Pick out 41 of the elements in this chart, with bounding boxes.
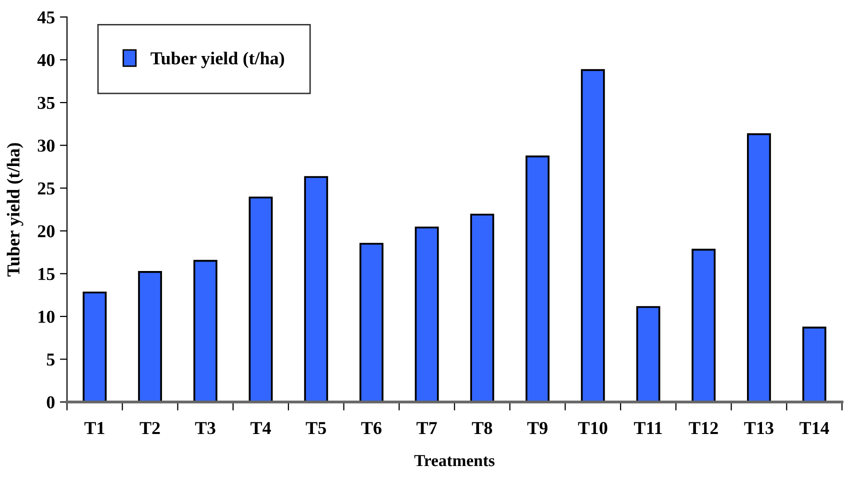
bar [138,271,162,402]
bar [526,156,550,402]
x-tick-label: T3 [195,422,216,434]
legend-label: Tuber yield (t/ha) [150,52,284,68]
y-tick-label: 45 [37,11,55,24]
bar [636,306,660,402]
bar [580,69,605,402]
y-tick-label: 40 [37,54,55,66]
x-tick-label: T11 [634,422,662,434]
x-tick-label: T14 [800,422,830,434]
bar [359,242,384,402]
x-axis-title: Treatments [414,455,495,466]
y-axis-title: Tuber yield (t/ha) [6,143,24,276]
bar [248,196,273,402]
y-tick-label: 5 [46,354,55,366]
bar [802,326,826,402]
y-tick-label: 20 [38,225,55,238]
x-tick-label: T6 [361,422,382,434]
x-tick-label: T13 [744,422,774,434]
y-tick-label: 35 [38,96,55,109]
bar [470,214,494,402]
bar [304,176,328,402]
bar [692,248,716,402]
bar [193,260,218,402]
x-tick-label: T7 [416,422,437,434]
y-tick-label: 0 [46,396,55,408]
x-tick-label: T12 [688,422,718,434]
bar [414,226,439,402]
y-tick-label: 15 [38,268,55,280]
y-tick-label: 30 [38,140,55,152]
x-tick-label: T2 [140,422,160,434]
x-tick-label: T10 [578,422,608,434]
y-tick-label: 25 [38,182,55,195]
x-tick-label: T1 [84,422,104,434]
x-tick-label: T8 [472,422,492,434]
x-tick-label: T4 [250,422,271,434]
y-tick-label: 10 [38,310,55,323]
x-tick-label: T9 [527,422,548,434]
bar [82,292,107,402]
x-tick-label: T5 [306,422,326,434]
bar [746,133,771,402]
